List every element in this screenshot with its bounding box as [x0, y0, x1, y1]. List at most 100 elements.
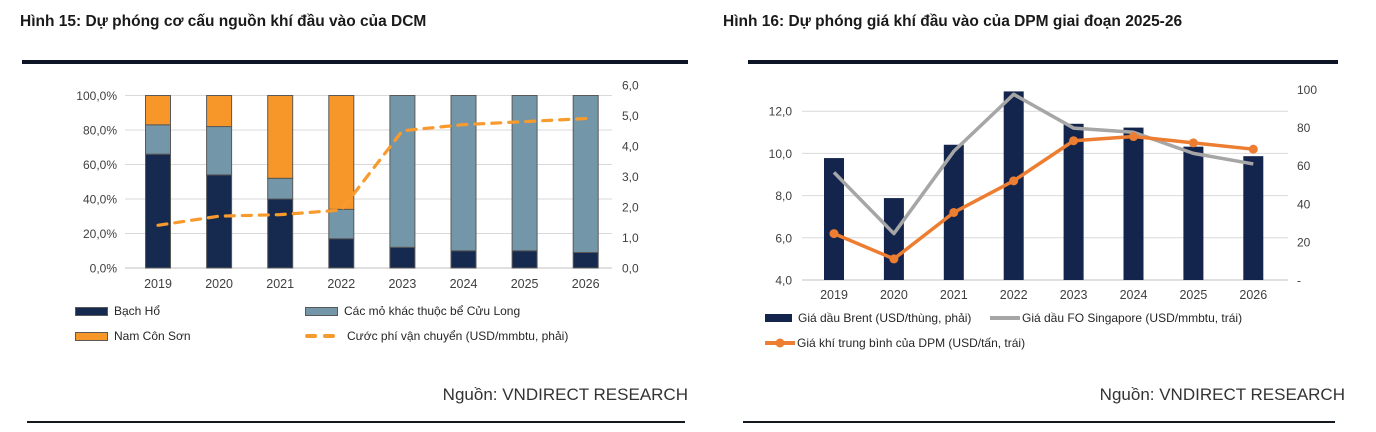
right-axis-tick: 5,0 [622, 109, 639, 123]
bar-segment [206, 95, 233, 128]
x-axis-tick: 2026 [1239, 288, 1267, 302]
left-axis-tick: 60,0% [83, 158, 117, 172]
marker [1188, 138, 1198, 148]
left-axis-tick: 80,0% [83, 124, 117, 138]
left-axis-tick: 40,0% [83, 193, 117, 207]
legend-label: Các mỏ khác thuộc bể Cửu Long [344, 304, 521, 318]
left-axis-tick: 0,0% [90, 262, 118, 276]
dash-segment [323, 334, 335, 338]
x-axis-tick: 2026 [572, 277, 600, 291]
right-axis-tick: 2,0 [622, 201, 639, 215]
bar-segment [145, 153, 171, 269]
legend-label: Giá dầu FO Singapore (USD/mmbtu, trái) [1022, 311, 1243, 325]
brent-bars [824, 91, 1264, 280]
bar-segment [389, 246, 416, 269]
x-axis-tick: 2023 [1060, 288, 1088, 302]
transport-fee-dash-swatch [305, 334, 341, 338]
cuu-long-swatch [305, 306, 338, 316]
legend-label: Nam Côn Sơn [114, 329, 191, 343]
bar-segment [206, 174, 233, 269]
bar-segment [572, 95, 599, 253]
gridlines [125, 95, 612, 269]
bar-segment [511, 95, 538, 252]
legend-item-transport-fee: Cước phí vận chuyển (USD/mmbtu, phải) [305, 329, 568, 343]
x-axis-tick: 2021 [940, 288, 968, 302]
dpm-gas-markers [829, 132, 1258, 264]
brent-swatch [765, 314, 792, 322]
marker [1248, 144, 1258, 154]
bar-segment [511, 250, 538, 269]
right-axis-tick: 6,0 [622, 79, 639, 93]
nam-con-son-swatch [75, 331, 108, 341]
x-axis-tick: 2023 [388, 277, 416, 291]
bar [1243, 156, 1264, 280]
bar-segment [450, 95, 477, 252]
marker [1009, 176, 1019, 186]
x-axis-tick: 2019 [820, 288, 848, 302]
dpm-gas-price-chart: 4,0 6,0 8,0 10,0 12,0 - 20 40 60 80 100 2019 2020 202… [769, 83, 1318, 302]
bar [1183, 146, 1204, 280]
right-axis-tick: 0,0 [622, 262, 639, 276]
bar [1123, 127, 1144, 280]
bar-segment [206, 126, 233, 176]
legend-label: Giá dầu Brent (USD/thùng, phải) [798, 311, 972, 325]
figure-16-panel: Hình 16: Dự phóng giá khí đầu vào của DP… [688, 0, 1376, 432]
right-axis-tick: 1,0 [622, 231, 639, 245]
bar [824, 158, 844, 280]
bar-segment [267, 95, 294, 179]
bar-segment [450, 250, 477, 269]
x-axis-tick: 2024 [1120, 288, 1148, 302]
marker-dot [775, 338, 785, 348]
figure-16-title: Hình 16: Dự phóng giá khí đầu vào của DP… [723, 13, 1183, 30]
dpm-gas-line [833, 134, 1254, 261]
left-axis-tick: 4,0 [775, 274, 792, 288]
left-axis-labels: 0,0% 20,0% 40,0% 60,0% 80,0% 100,0% [76, 89, 117, 276]
x-axis-tick: 2025 [511, 277, 539, 291]
left-axis-tick: 8,0 [775, 189, 792, 203]
dash-segment [305, 334, 317, 338]
left-axis-tick: 20,0% [83, 227, 117, 241]
top-rule [22, 60, 692, 64]
gridlines [802, 110, 1288, 281]
legend-item-brent: Giá dầu Brent (USD/thùng, phải) [765, 311, 971, 325]
bottom-rule [27, 421, 685, 423]
right-axis-labels: 0,0 1,0 2,0 3,0 4,0 5,0 6,0 [622, 79, 639, 276]
right-axis-tick: 80 [1297, 121, 1311, 135]
bach-ho-swatch [75, 306, 108, 316]
bar-segment [389, 95, 416, 248]
bar-segment [328, 208, 355, 240]
x-axis-tick: 2025 [1179, 288, 1207, 302]
left-axis-tick: 10,0 [769, 147, 793, 161]
legend-label: Cước phí vận chuyển (USD/mmbtu, phải) [347, 329, 569, 343]
x-axis-tick: 2022 [1000, 288, 1028, 302]
marker [949, 207, 959, 217]
left-axis-tick: 6,0 [775, 231, 792, 245]
right-axis-tick: 40 [1297, 197, 1311, 211]
bar [883, 198, 904, 280]
legend-item-fo-singapore: Giá dầu FO Singapore (USD/mmbtu, trái) [990, 311, 1242, 325]
right-axis-labels: - 20 40 60 80 100 [1297, 83, 1317, 288]
legend-item-dpm-gas: Giá khí trung bình của DPM (USD/tấn, trá… [765, 336, 1025, 350]
legend-item-cuu-long: Các mỏ khác thuộc bể Cửu Long [305, 304, 520, 318]
fo-singapore-swatch [990, 316, 1020, 320]
right-axis-tick: 3,0 [622, 170, 639, 184]
bar-segment [572, 251, 599, 269]
left-axis-tick: 100,0% [76, 89, 117, 103]
legend-item-nam-con-son: Nam Côn Sơn [75, 329, 191, 343]
bar-segment [267, 177, 294, 200]
x-axis-tick: 2020 [880, 288, 908, 302]
transport-fee-dashed-line [156, 116, 588, 227]
bar-segment [145, 95, 171, 126]
x-axis-tick: 2024 [450, 277, 478, 291]
dpm-gas-swatch [765, 338, 795, 348]
x-axis-tick: 2022 [327, 277, 355, 291]
marker [1069, 136, 1079, 146]
bar [1003, 91, 1024, 280]
figure-15-panel: Hình 15: Dự phóng cơ cấu nguồn khí đầu v… [20, 13, 692, 423]
bar-segment [328, 238, 355, 269]
x-axis-tick: 2020 [205, 277, 233, 291]
left-axis-labels: 4,0 6,0 8,0 10,0 12,0 [769, 105, 793, 288]
dcm-gas-structure-chart: 0,0% 20,0% 40,0% 60,0% 80,0% 100,0% 0,0 1,0 2,0 3… [76, 79, 639, 292]
right-axis-tick: 100 [1297, 83, 1317, 97]
bottom-rule [743, 421, 1335, 423]
